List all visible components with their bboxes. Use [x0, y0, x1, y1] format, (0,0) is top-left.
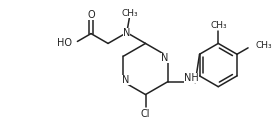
Text: Cl: Cl: [141, 109, 150, 119]
Text: N: N: [122, 75, 130, 85]
Text: N: N: [161, 53, 169, 63]
Text: CH₃: CH₃: [256, 41, 273, 50]
Text: N: N: [123, 28, 130, 38]
Text: HO: HO: [57, 38, 73, 48]
Text: NH: NH: [184, 73, 199, 83]
Text: O: O: [87, 10, 95, 20]
Text: CH₃: CH₃: [211, 21, 227, 30]
Text: CH₃: CH₃: [121, 9, 138, 18]
